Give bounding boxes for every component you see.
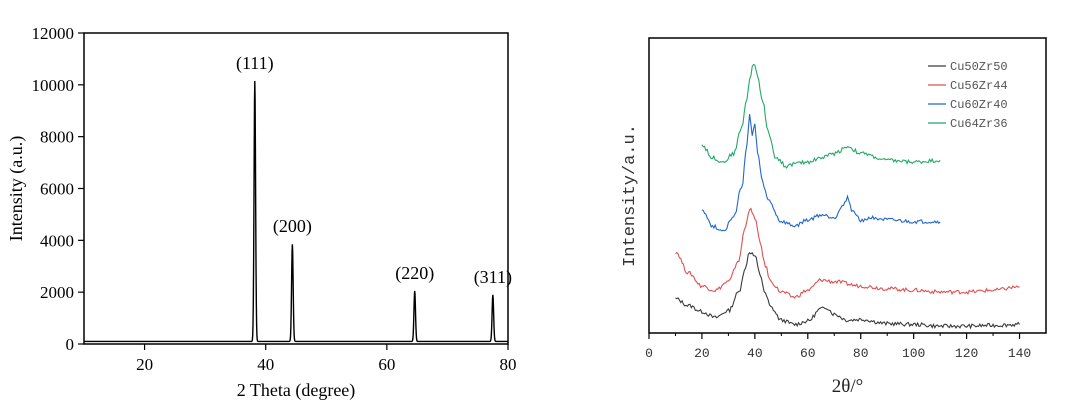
left-x-tick-label: 80	[500, 355, 517, 374]
right-x-tick-label: 120	[955, 346, 978, 361]
right-axis-ticks: 0 20 40 60 80 100 120 140	[645, 333, 1031, 361]
peak-label: (200)	[273, 216, 312, 237]
left-x-axis-label: 2 Theta (degree)	[237, 380, 356, 401]
left-y-tick-label: 2000	[40, 283, 74, 302]
left-y-tick-label: 6000	[40, 180, 74, 199]
right-x-tick-label: 100	[902, 346, 925, 361]
series-line-cu56zr44	[675, 207, 1020, 299]
right-plot-frame	[648, 37, 1047, 334]
legend-label: Cu50Zr50	[950, 60, 1008, 74]
left-y-axis-label: Intensity (a.u.)	[6, 136, 27, 241]
right-x-axis-label: 2θ/°	[832, 376, 863, 397]
left-plot-frame	[83, 32, 509, 345]
right-x-tick-label: 40	[747, 346, 763, 361]
left-x-tick-label: 20	[136, 355, 153, 374]
legend-label: Cu56Zr44	[950, 79, 1008, 93]
left-y-tick-label: 4000	[40, 231, 74, 250]
xrd-pattern-line	[84, 80, 508, 343]
right-x-tick-label: 20	[694, 346, 710, 361]
xrd-pattern-chart: 20 40 60 80 0 2000 4000 6000 8000 10000 12000 (111…	[6, 24, 517, 401]
left-y-tick-label: 8000	[40, 128, 74, 147]
right-x-tick-label: 60	[800, 346, 816, 361]
left-x-tick-label: 60	[378, 355, 395, 374]
right-y-axis-label: Intensity/a.u.	[621, 124, 640, 267]
right-x-tick-label: 0	[645, 346, 653, 361]
right-legend: Cu50Zr50 Cu56Zr44 Cu60Zr40 Cu64Zr36	[928, 60, 1008, 131]
left-y-tick-label: 0	[66, 335, 75, 354]
legend-label: Cu60Zr40	[950, 98, 1008, 112]
composition-xrd-chart: 0 20 40 60 80 100 120 140 Cu50Zr50 Cu56Zr44 Cu60Z…	[621, 37, 1047, 397]
left-data-layer: (111) (200) (220) (311)	[84, 53, 512, 343]
left-axis-ticks: 20 40 60 80 0 2000 4000 6000 8000 10000 12000	[32, 24, 517, 374]
peak-label: (311)	[474, 267, 512, 288]
series-line-cu60zr40	[701, 114, 941, 232]
right-data-layer	[675, 63, 1020, 330]
legend-label: Cu64Zr36	[950, 117, 1008, 131]
left-x-tick-label: 40	[257, 355, 274, 374]
peak-label: (111)	[236, 53, 274, 74]
left-y-tick-label: 12000	[32, 24, 75, 43]
peak-label: (220)	[395, 263, 434, 284]
series-line-cu50zr50	[675, 251, 1020, 330]
left-y-tick-label: 10000	[32, 76, 75, 95]
series-line-cu64zr36	[701, 63, 941, 169]
right-x-tick-label: 80	[853, 346, 869, 361]
right-x-tick-label: 140	[1008, 346, 1031, 361]
